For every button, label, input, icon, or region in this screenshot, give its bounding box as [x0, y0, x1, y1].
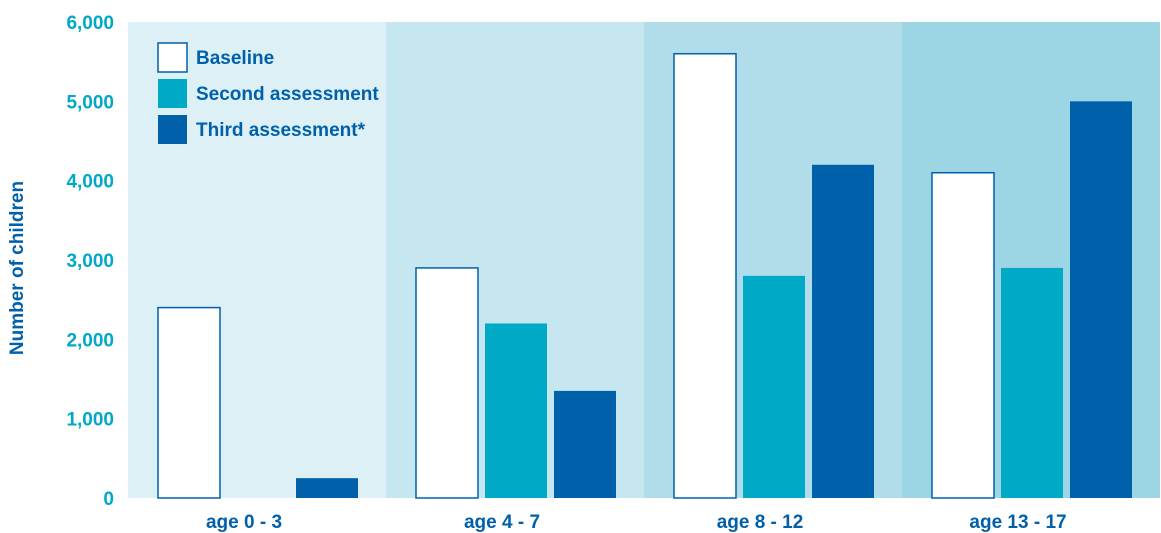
bar-third-assessment	[554, 390, 616, 498]
legend-label: Third assessment*	[196, 120, 366, 141]
bar-third-assessment	[1070, 101, 1132, 498]
bar-baseline	[415, 267, 479, 499]
legend-swatch-third-assessment	[158, 115, 187, 144]
bar-third-assessment	[812, 164, 874, 499]
legend-swatch-baseline	[157, 42, 188, 73]
bar-baseline	[673, 52, 737, 499]
bar-series	[157, 52, 1132, 499]
bar-second-assessment	[485, 323, 547, 498]
y-tick-label: 0	[103, 489, 114, 510]
legend-label: Second assessment	[196, 84, 379, 105]
y-tick-label: 2,000	[66, 330, 114, 351]
y-tick-label: 5,000	[66, 92, 114, 113]
x-axis-labels: age 0 - 3 age 4 - 7 age 8 - 12 age 13 - 17	[206, 512, 1067, 533]
y-tick-label: 6,000	[66, 13, 114, 34]
y-axis-ticks: 0 1,000 2,000 3,000 4,000 5,000 6,000	[66, 13, 114, 510]
bar-baseline	[931, 171, 995, 499]
bar-second-assessment	[1001, 267, 1063, 498]
legend-swatch-second-assessment	[158, 79, 187, 108]
bar-third-assessment	[296, 478, 358, 498]
y-tick-label: 3,000	[66, 251, 114, 272]
legend-label: Baseline	[196, 48, 274, 69]
y-tick-label: 4,000	[66, 172, 114, 193]
x-category-label: age 0 - 3	[206, 512, 282, 533]
x-category-label: age 4 - 7	[464, 512, 540, 533]
y-tick-label: 1,000	[66, 410, 114, 431]
legend: Baseline Second assessment Third assessmen…	[157, 42, 379, 144]
x-category-label: age 13 - 17	[969, 512, 1066, 533]
bar-second-assessment	[743, 275, 805, 498]
x-category-label: age 8 - 12	[717, 512, 804, 533]
y-axis-title: Number of children	[7, 181, 28, 355]
bar-baseline	[157, 306, 221, 499]
